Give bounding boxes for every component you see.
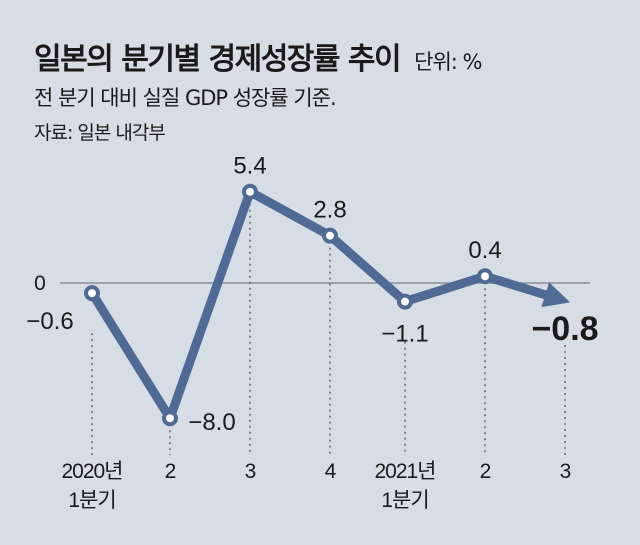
chart-subtitle: 전 분기 대비 실질 GDP 성장률 기준.	[34, 86, 337, 110]
title-row: 일본의 분기별 경제성장률 추이 단위: %	[34, 34, 483, 78]
x-tick-label: 1분기	[381, 489, 428, 512]
data-label: 5.4	[233, 153, 266, 180]
data-point	[84, 285, 100, 302]
x-tick-label: 3	[560, 460, 571, 483]
x-tick-label: 2020년	[61, 460, 122, 483]
data-label: −8.0	[188, 409, 235, 436]
data-label: −1.1	[381, 321, 428, 348]
data-point	[477, 268, 493, 285]
data-label: 0.4	[468, 237, 501, 264]
x-tick-label: 2	[165, 460, 176, 483]
x-tick-label: 4	[325, 460, 337, 483]
source-label: 자료: 일본 내각부	[34, 122, 166, 144]
data-point	[397, 293, 413, 310]
x-tick-label: 2	[480, 460, 491, 483]
arrow-head	[541, 282, 571, 308]
series-line	[87, 187, 556, 423]
data-label: −0.6	[26, 308, 73, 335]
data-point	[242, 183, 258, 200]
zero-tick-label: 0	[34, 272, 46, 295]
data-label: 2.8	[313, 197, 346, 224]
x-tick-label: 2021년	[374, 460, 435, 483]
x-tick-label: 3	[245, 460, 256, 483]
unit-label: 단위: %	[414, 50, 482, 74]
chart-title: 일본의 분기별 경제성장률 추이	[34, 42, 402, 77]
data-point	[162, 410, 178, 427]
data-point	[322, 227, 338, 244]
x-tick-label: 1분기	[68, 489, 115, 512]
data-label: −0.8	[531, 310, 598, 348]
